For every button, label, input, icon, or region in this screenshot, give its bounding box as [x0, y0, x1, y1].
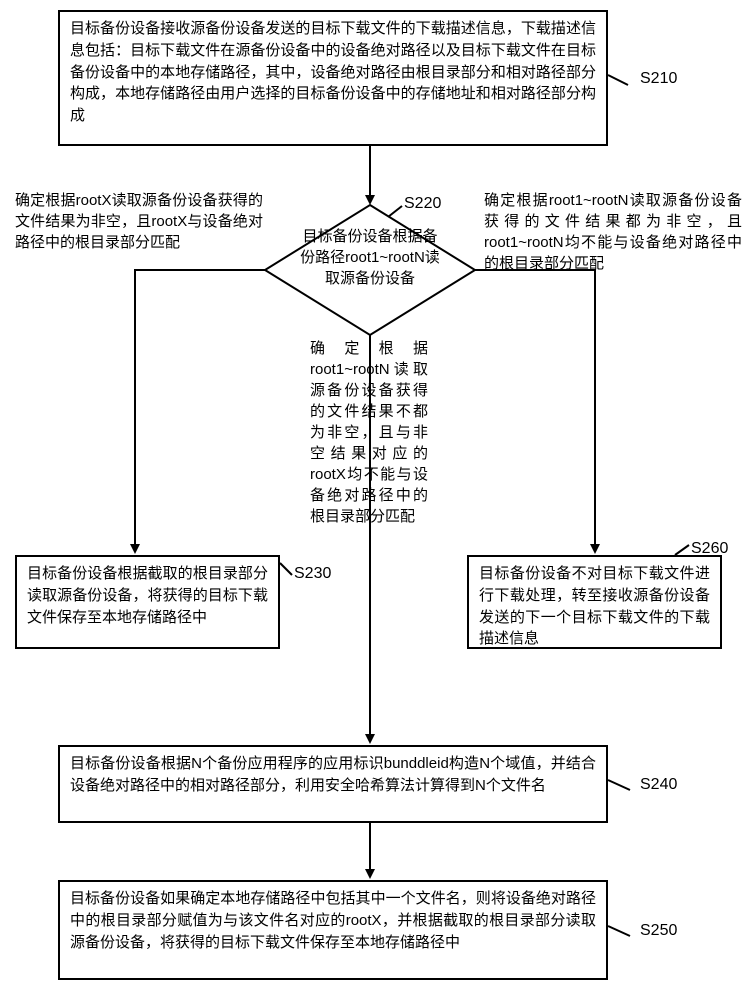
step-s250-box: 目标备份设备如果确定本地存储路径中包括其中一个文件名，则将设备绝对路径中的根目录…	[58, 880, 608, 980]
branch-middle-label: 确定根据root1~rootN读取源备份设备获得的文件结果不都为非空，且与非空结…	[310, 338, 428, 527]
arrow-s210-to-s220	[365, 146, 375, 206]
branch-right-label: 确定根据root1~rootN读取源备份设备获得的文件结果都为非空，且root1…	[484, 190, 742, 274]
connector-s210-label	[608, 65, 638, 85]
step-s260-box: 目标备份设备不对目标下载文件进行下载处理，转至接收源备份设备发送的下一个目标下载…	[467, 555, 722, 649]
arrow-s220-to-s230	[135, 270, 270, 560]
step-s230-label: S230	[294, 565, 331, 583]
step-s240-box: 目标备份设备根据N个备份应用程序的应用标识bunddleid构造N个域值，并结合…	[58, 745, 608, 823]
step-s220-text: 目标备份设备根据备份路径root1~rootN读取源备份设备	[297, 226, 443, 289]
step-s250-label: S250	[640, 922, 677, 940]
step-s220-label: S220	[404, 195, 441, 213]
connector-s250-label	[608, 916, 638, 938]
step-s260-label: S260	[691, 540, 728, 558]
connector-s240-label	[608, 770, 638, 792]
step-s210-label: S210	[640, 70, 677, 88]
branch-left-label: 确定根据rootX读取源备份设备获得的文件结果为非空，且rootX与设备绝对路径…	[15, 190, 263, 253]
arrow-s240-to-s250	[365, 823, 375, 883]
step-s230-box: 目标备份设备根据截取的根目录部分读取源备份设备，将获得的目标下载文件保存至本地存…	[15, 555, 280, 649]
step-s210-box: 目标备份设备接收源备份设备发送的目标下载文件的下载描述信息，下载描述信息包括：目…	[58, 10, 608, 146]
step-s240-label: S240	[640, 776, 677, 794]
arrow-s220-to-s260	[475, 270, 605, 560]
